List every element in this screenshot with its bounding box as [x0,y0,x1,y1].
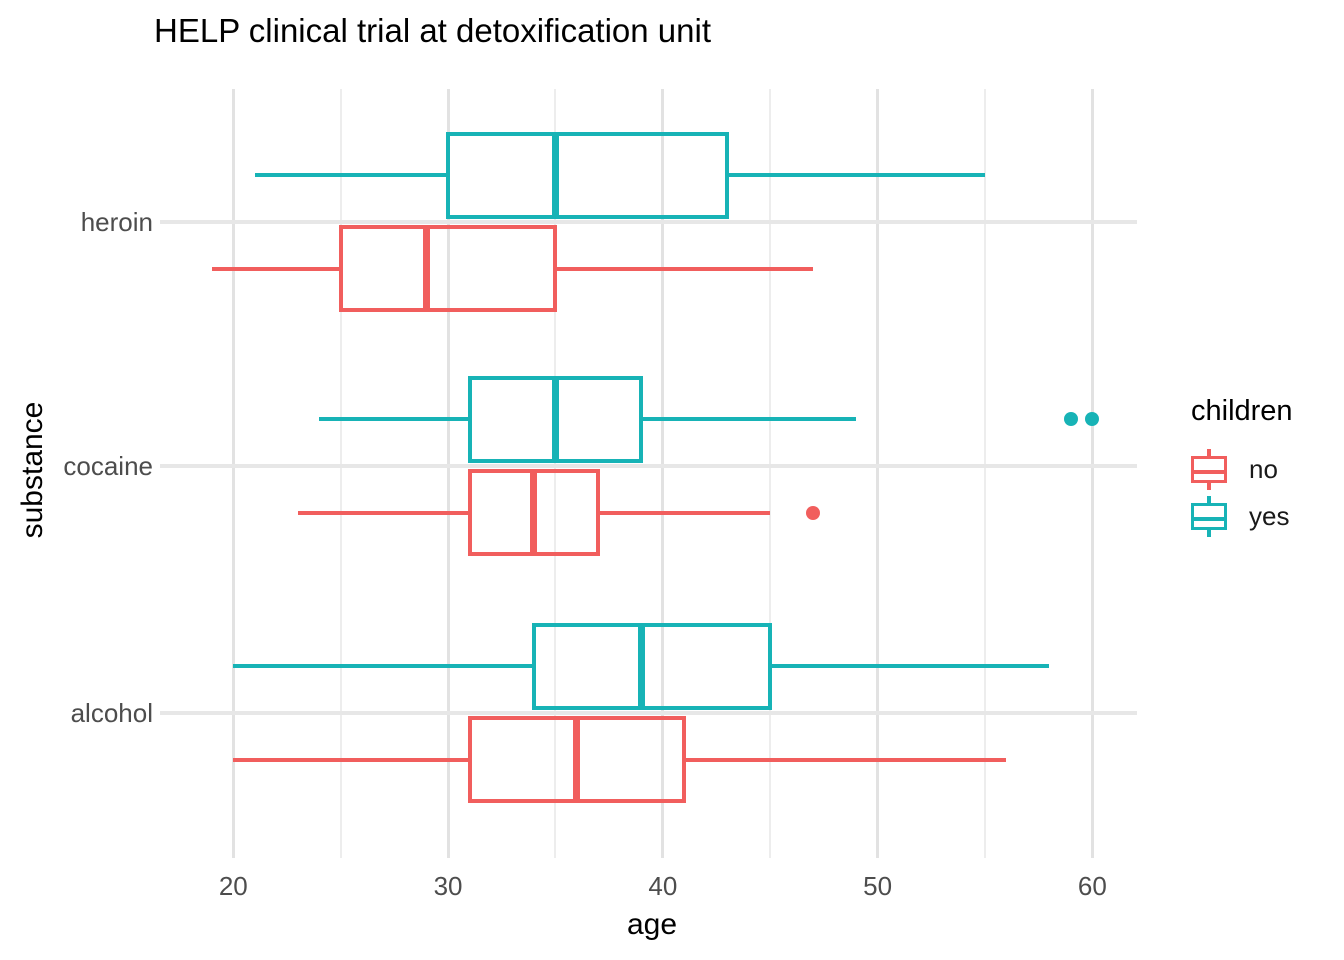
legend-items: no yes [1191,446,1293,540]
whisker-upper-cocaine-yes [641,417,857,421]
legend-title: children [1191,395,1293,427]
legend-item-no: no [1191,446,1293,493]
median-heroin-yes [551,133,559,217]
x-tick-label: 30 [433,871,463,901]
whisker-lower-cocaine-no [297,510,470,515]
whisker-upper-heroin-yes [727,173,985,177]
x-gridline-major [231,89,235,858]
y-axis-title: substance [16,401,49,539]
x-tick-label: 20 [218,871,248,901]
x-gridline-minor [983,89,986,858]
x-gridline-minor [339,89,342,858]
x-gridline-minor [769,89,772,858]
legend: children no yes [1191,394,1293,540]
y-category-label: cocaine [63,451,153,481]
box-alcohol-yes [531,622,773,710]
whisker-upper-alcohol-yes [770,664,1050,668]
x-tick-label: 40 [648,871,678,901]
outlier-cocaine-no [806,505,821,520]
legend-key-boxplot-icon [1191,495,1227,538]
chart-title: HELP clinical trial at detoxification un… [154,12,712,49]
median-alcohol-yes [637,624,645,708]
box-heroin-yes [446,131,730,219]
x-gridline-major [661,89,665,858]
outlier-cocaine-yes [1063,412,1078,426]
whisker-lower-heroin-yes [254,173,449,177]
median-heroin-no [423,227,431,310]
x-axis-title: age [626,908,678,941]
whisker-upper-heroin-no [555,266,814,271]
y-gridline-category [160,464,1137,468]
x-gridline-major [1090,89,1094,858]
whisker-lower-alcohol-yes [233,664,534,668]
whisker-lower-heroin-no [211,266,341,271]
median-cocaine-yes [551,377,559,461]
y-gridline-category [160,220,1137,224]
whisker-lower-cocaine-yes [319,417,470,421]
box-heroin-no [338,225,558,312]
legend-label-yes: yes [1249,501,1290,531]
y-category-label: alcohol [70,698,153,728]
x-tick-label: 50 [863,871,893,901]
median-alcohol-no [573,718,581,801]
whisker-lower-alcohol-no [233,757,470,762]
x-gridline-major [446,89,450,858]
legend-key-boxplot-icon [1191,448,1227,491]
median-cocaine-no [530,471,538,554]
y-category-label: heroin [80,207,153,237]
x-gridline-major [876,89,880,858]
whisker-upper-alcohol-no [684,757,1007,762]
x-tick-label: 60 [1077,871,1107,901]
x-gridline-minor [554,89,557,858]
legend-label-no: no [1249,454,1278,484]
outlier-cocaine-yes [1085,412,1100,426]
y-gridline-category [160,711,1137,715]
legend-item-yes: yes [1191,493,1293,540]
whisker-upper-cocaine-no [598,510,771,515]
